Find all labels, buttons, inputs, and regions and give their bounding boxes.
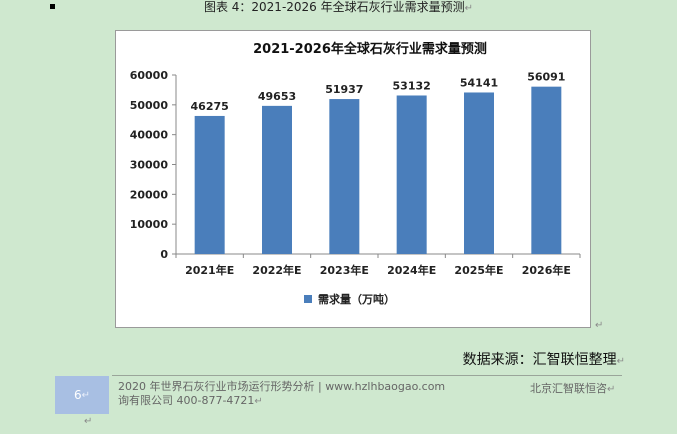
footer-company-text: 北京汇智联恒咨 xyxy=(530,382,607,395)
legend-label: 需求量（万吨） xyxy=(318,292,395,306)
bar xyxy=(329,99,360,254)
x-tick-label: 2025年E xyxy=(454,263,503,277)
list-bullet xyxy=(50,4,55,9)
bar-chart: 2021-2026年全球石灰行业需求量预测 0 10000 20000 30000 400… xyxy=(130,41,581,306)
data-source-text: 数据来源：汇智联恒整理 xyxy=(462,352,617,368)
data-label: 54141 xyxy=(460,76,498,89)
y-tick-label: 50000 xyxy=(130,99,169,112)
x-tick-label: 2021年E xyxy=(185,263,234,277)
page-number: 6 xyxy=(73,388,82,402)
footer-company: 北京汇智联恒咨↵ xyxy=(530,380,615,396)
data-label: 56091 xyxy=(527,71,565,84)
paragraph-mark-icon: ↵ xyxy=(595,320,604,331)
y-tick-label: 60000 xyxy=(130,69,169,82)
footer-title-line2: 询有限公司 400-877-4721 xyxy=(118,394,255,407)
figure-caption-text: 图表 4：2021-2026 年全球石灰行业需求量预测 xyxy=(203,0,465,14)
data-label: 46275 xyxy=(191,100,229,113)
y-tick-label: 0 xyxy=(160,248,168,261)
paragraph-mark-icon: ↵ xyxy=(81,389,91,401)
y-tick-label: 20000 xyxy=(130,188,169,201)
x-tick-label: 2023年E xyxy=(320,263,369,277)
chart-frame: 2021-2026年全球石灰行业需求量预测 0 10000 20000 30000 400… xyxy=(115,30,591,328)
paragraph-mark-icon: ↵ xyxy=(254,396,263,407)
footer-divider xyxy=(112,375,622,376)
bar xyxy=(194,115,225,254)
data-label: 49653 xyxy=(258,90,296,103)
bar xyxy=(531,86,562,254)
paragraph-mark-icon: ↵ xyxy=(464,3,474,14)
page-number-box: 6 ↵ xyxy=(55,376,109,414)
y-tick-label: 30000 xyxy=(130,159,169,172)
paragraph-mark-icon: ↵ xyxy=(616,356,625,367)
bar xyxy=(262,105,292,254)
y-tick-label: 40000 xyxy=(130,129,169,142)
data-source-note: 数据来源：汇智联恒整理↵ xyxy=(463,349,625,369)
bar xyxy=(464,92,494,254)
x-tick-label: 2024年E xyxy=(387,263,436,277)
x-tick-label: 2026年E xyxy=(522,263,571,277)
paragraph-mark-icon: ↵ xyxy=(84,416,93,427)
bar xyxy=(396,95,427,254)
paragraph-mark-icon: ↵ xyxy=(607,384,616,395)
legend-swatch xyxy=(304,295,312,303)
data-label: 53132 xyxy=(393,79,431,92)
data-label: 51937 xyxy=(325,83,363,96)
chart-title: 2021-2026年全球石灰行业需求量预测 xyxy=(253,41,487,57)
figure-caption: 图表 4：2021-2026 年全球石灰行业需求量预测↵ xyxy=(0,0,677,16)
x-tick-label: 2022年E xyxy=(252,263,301,277)
footer-title-line1: 2020 年世界石灰行业市场运行形势分析 | www.hzlhbaogao.co… xyxy=(118,380,446,393)
footer-title: 2020 年世界石灰行业市场运行形势分析 | www.hzlhbaogao.co… xyxy=(118,380,448,409)
y-tick-label: 10000 xyxy=(130,218,169,231)
